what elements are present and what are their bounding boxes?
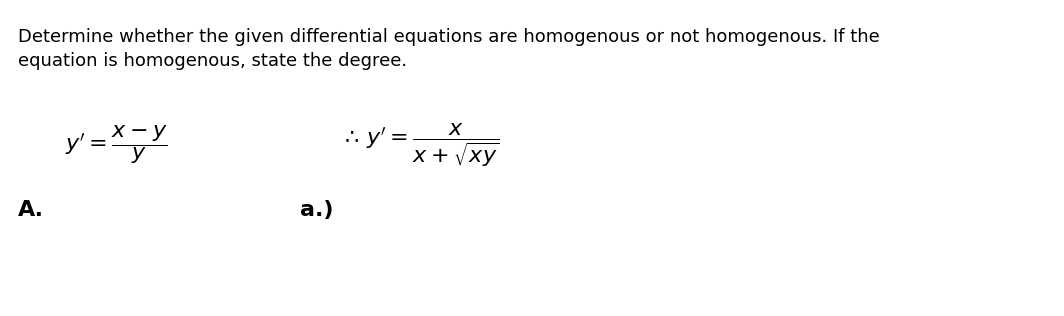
Text: $\mathit{y'} = \dfrac{x-y}{y}$: $\mathit{y'} = \dfrac{x-y}{y}$ (65, 124, 168, 167)
Text: equation is homogenous, state the degree.: equation is homogenous, state the degree… (18, 52, 408, 70)
Text: Determine whether the given differential equations are homogenous or not homogen: Determine whether the given differential… (18, 28, 880, 46)
Text: $\mathit{\therefore\, y' = \dfrac{x}{x + \sqrt{xy}}}$: $\mathit{\therefore\, y' = \dfrac{x}{x +… (340, 121, 500, 169)
Text: A.: A. (18, 200, 44, 220)
Text: a.): a.) (300, 200, 333, 220)
